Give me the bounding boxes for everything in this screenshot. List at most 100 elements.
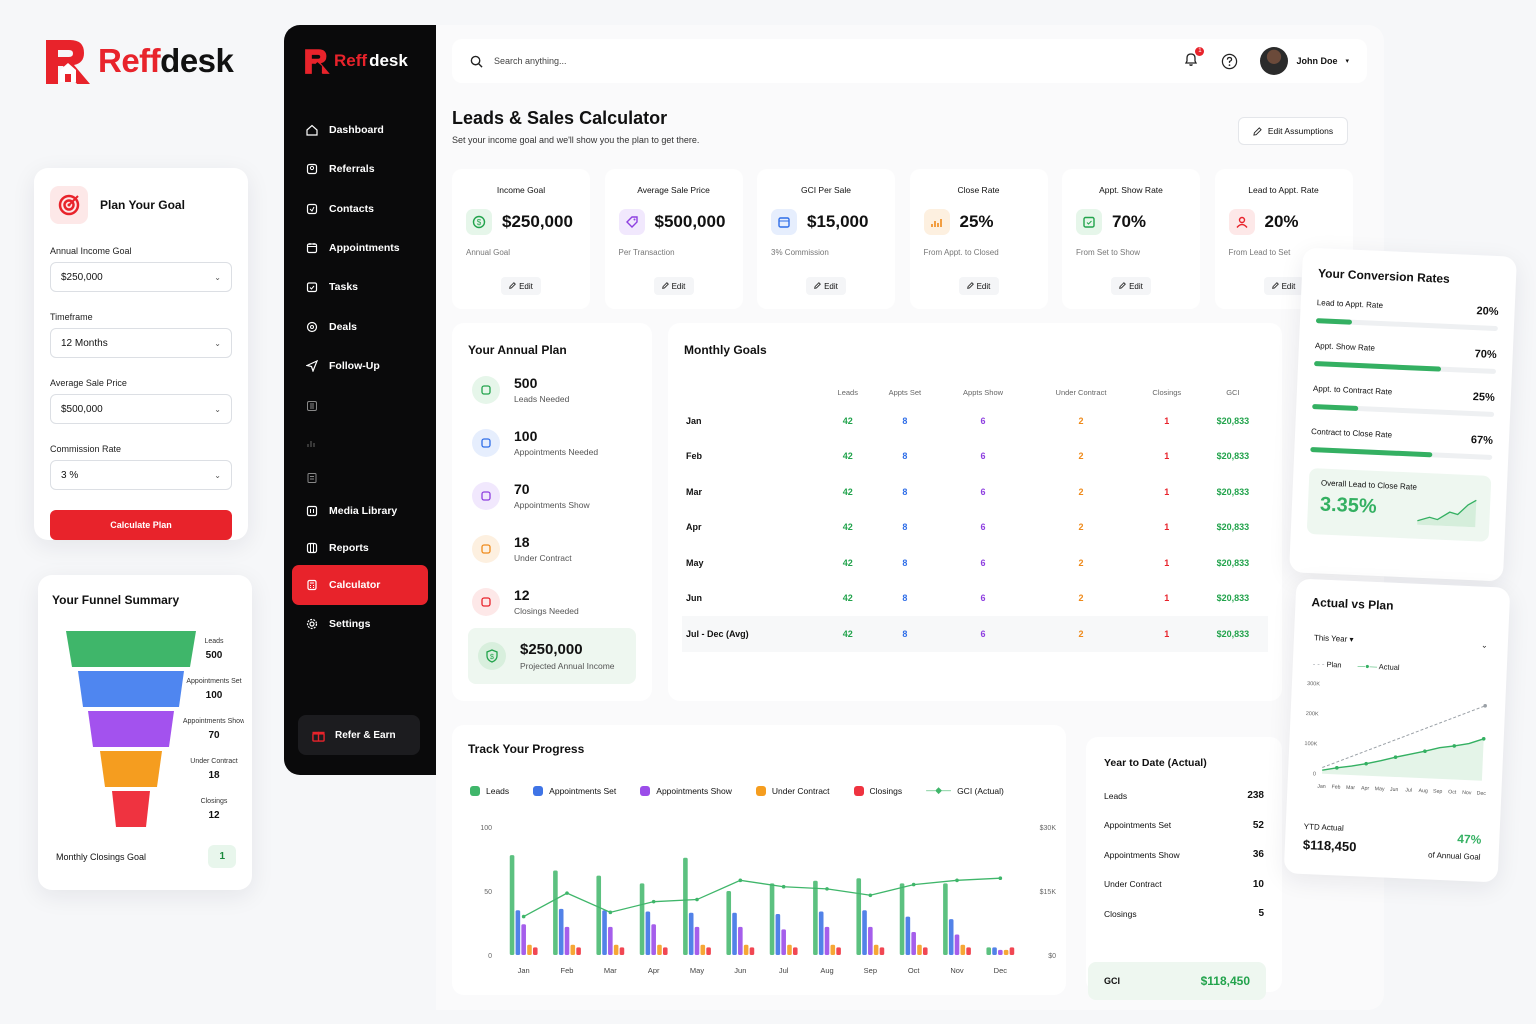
sidebar-item-deals[interactable]: Deals xyxy=(292,311,428,343)
search-input[interactable]: Search anything... xyxy=(494,56,567,66)
bar-appointments-set xyxy=(602,910,607,955)
funnel-stage-value: 70 xyxy=(208,730,220,741)
sidebar-item-appointments[interactable]: Appointments xyxy=(292,232,428,264)
field-value: $500,000 xyxy=(61,403,103,415)
x-tick-label: Jun xyxy=(734,966,746,975)
x-tick-label: Jul xyxy=(1405,787,1412,793)
contacts-icon xyxy=(306,203,318,215)
ytd-row: Leads 238 xyxy=(1104,781,1264,811)
gci-point xyxy=(825,887,829,891)
bar-under-contract xyxy=(960,944,966,955)
sidebar-item-label: Calculator xyxy=(329,579,381,591)
plan-label: Appointments Needed xyxy=(514,447,599,457)
dollar-icon: $ xyxy=(466,209,492,235)
bar-appointments-set xyxy=(732,912,737,955)
legend-label: GCI (Actual) xyxy=(957,785,1004,796)
table-cell: 8 xyxy=(902,593,908,604)
ytd-card: Year to Date (Actual) Leads 238 Appointmen… xyxy=(1086,737,1282,1000)
sidebar-item-media-library[interactable]: Media Library xyxy=(292,495,428,527)
table-cell: 6 xyxy=(980,557,986,568)
table-row: Jun 42 8 6 2 1 $20,833 xyxy=(682,581,1268,617)
bar-appointments-set xyxy=(645,911,651,955)
sidebar-item-extra-9[interactable] xyxy=(292,462,428,494)
kpi-edit-button[interactable]: Edit xyxy=(1111,277,1151,295)
tasks-icon xyxy=(306,281,318,293)
help-icon[interactable] xyxy=(1221,53,1238,70)
sidebar-item-extra-8[interactable] xyxy=(292,427,428,459)
field-select[interactable]: 12 Months ⌄ xyxy=(50,328,232,358)
notifications-button[interactable]: 1 xyxy=(1183,46,1205,72)
table-header: Appts Set xyxy=(888,387,922,397)
table-cell: 42 xyxy=(842,451,853,462)
ytd-row: Closings 5 xyxy=(1104,899,1264,929)
field-value: $250,000 xyxy=(61,271,103,283)
kpi-edit-button[interactable]: Edit xyxy=(501,277,541,295)
kpi-edit-button[interactable]: Edit xyxy=(958,277,999,295)
monthly-closings-label: Monthly Closings Goal xyxy=(56,851,147,862)
pencil-icon xyxy=(661,281,669,291)
field-label: Average Sale Price xyxy=(50,378,127,388)
legend-label: Leads xyxy=(486,785,510,796)
bar-under-contract xyxy=(613,944,619,955)
calendar-icon xyxy=(306,242,318,254)
bar-under-contract xyxy=(743,944,749,955)
search-bar[interactable]: Search anything... xyxy=(470,55,1183,68)
bar-leads xyxy=(943,883,948,955)
table-cell: $20,833 xyxy=(1216,593,1250,604)
plan-value: 500 xyxy=(514,375,538,391)
period-select[interactable]: This Year ▾ ⌄ xyxy=(1309,625,1492,657)
kpi-edit-button[interactable]: Edit xyxy=(653,277,694,295)
sidebar-item-dashboard[interactable]: Dashboard xyxy=(292,114,428,146)
trend-sparkline xyxy=(1417,499,1477,528)
user-menu[interactable]: John Doe ▾ xyxy=(1260,47,1349,75)
table-cell: 42 xyxy=(842,522,853,533)
sidebar-item-referrals[interactable]: Referrals xyxy=(292,153,428,185)
kpi-edit-label: Edit xyxy=(1281,281,1296,291)
kpi-value: $250,000 xyxy=(502,212,573,231)
sidebar-item-label: Tasks xyxy=(329,281,358,293)
x-tick-label: May xyxy=(690,966,704,975)
conversion-bar-track xyxy=(1312,404,1495,417)
funnel-summary-card: Your Funnel Summary Leads 500 Appointments… xyxy=(38,575,252,890)
table-cell: 8 xyxy=(902,522,908,533)
sidebar-item-contacts[interactable]: Contacts xyxy=(292,193,428,225)
conversion-bar-fill xyxy=(1315,318,1353,325)
calculate-plan-button[interactable]: Calculate Plan xyxy=(50,510,232,540)
conversion-title: Your Conversion Rates xyxy=(1317,266,1451,286)
field-select[interactable]: 3 % ⌄ xyxy=(50,460,232,490)
funnel-stage-label: Under Contract xyxy=(190,758,238,765)
table-cell: 6 xyxy=(939,616,1027,652)
field-select[interactable]: $500,000 ⌄ xyxy=(50,394,232,424)
y2-tick-label: $15K xyxy=(1040,889,1057,896)
sidebar-item-label: Deals xyxy=(329,321,358,333)
gci-point xyxy=(955,878,959,883)
refer-earn-button[interactable]: Refer & Earn xyxy=(298,715,420,755)
sidebar-item-follow-up[interactable]: Follow-Up xyxy=(292,350,428,382)
conversion-label: Appt. Show Rate xyxy=(1314,341,1376,353)
sidebar-item-extra-7[interactable] xyxy=(292,390,428,422)
x-tick-label: Oct xyxy=(1448,789,1457,795)
kpi-edit-button[interactable]: Edit xyxy=(806,277,846,295)
gear-icon xyxy=(306,618,318,630)
bar-closings xyxy=(879,947,885,955)
table-cell: 8 xyxy=(869,616,940,652)
calendar-check-icon xyxy=(1076,209,1102,235)
sidebar-item-reports[interactable]: Reports xyxy=(292,532,428,564)
kpi-title: Lead to Appt. Rate xyxy=(1248,185,1319,195)
bar-under-contract xyxy=(570,944,576,955)
field-select[interactable]: $250,000 ⌄ xyxy=(50,262,232,292)
table-row: Mar 42 8 6 2 1 $20,833 xyxy=(682,474,1268,510)
edit-assumptions-button[interactable]: Edit Assumptions xyxy=(1238,117,1348,145)
sidebar-item-calculator[interactable]: Calculator xyxy=(292,565,428,605)
ytd-row-value: 238 xyxy=(1247,790,1264,802)
funnel-stage-value: 18 xyxy=(208,770,220,781)
bar-chart-icon xyxy=(923,209,950,235)
sidebar-item-tasks[interactable]: Tasks xyxy=(292,271,428,303)
sidebar-item-label: Contacts xyxy=(329,203,374,215)
plan-value: 18 xyxy=(514,534,530,550)
funnel-stage-label: Appointments Set xyxy=(186,678,241,685)
doc-icon xyxy=(306,472,318,484)
sidebar-item-settings[interactable]: Settings xyxy=(292,608,428,640)
table-cell: 2 xyxy=(1078,593,1084,604)
kpi-edit-button[interactable]: Edit xyxy=(1263,277,1304,295)
